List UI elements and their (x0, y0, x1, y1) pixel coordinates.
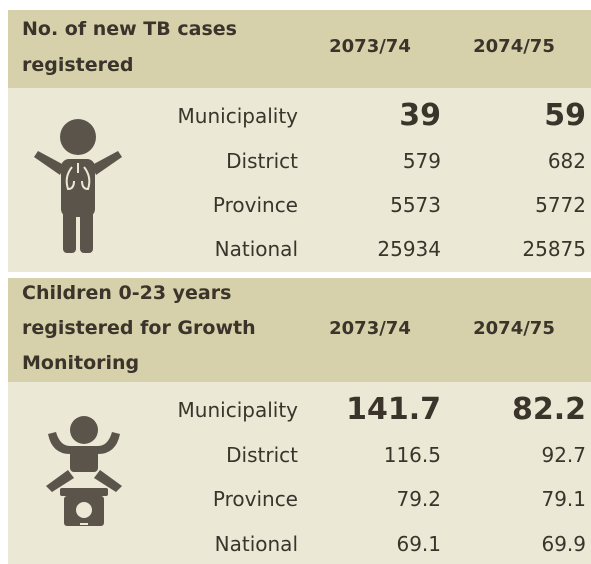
growth-icon (46, 416, 122, 526)
row-label: Province (212, 193, 298, 217)
column-header: 2073/74 (329, 36, 411, 57)
header-band (8, 278, 591, 382)
value: 5772 (535, 193, 586, 217)
value: 59 (544, 98, 586, 133)
row-label: Municipality (177, 398, 298, 422)
value: 25875 (522, 237, 586, 261)
value: 39 (399, 98, 441, 133)
row-label: District (226, 443, 298, 467)
value: 579 (402, 149, 441, 173)
row-label: District (226, 149, 298, 173)
value: 69.9 (541, 532, 586, 556)
section-title: Children 0-23 years (22, 282, 232, 304)
value: 682 (547, 149, 586, 173)
column-header: 2073/74 (329, 318, 411, 339)
header-band (8, 10, 591, 88)
row-label: National (214, 237, 298, 261)
value: 116.5 (383, 443, 441, 467)
column-header: 2074/75 (473, 36, 555, 57)
column-header: 2074/75 (473, 318, 555, 339)
body-band (8, 382, 591, 564)
row-label: Province (212, 487, 298, 511)
value: 5573 (390, 193, 441, 217)
row-label: National (214, 532, 298, 556)
value: 69.1 (396, 532, 441, 556)
section-title: registered for Growth (22, 317, 256, 339)
row-label: Municipality (177, 104, 298, 128)
value: 25934 (377, 237, 441, 261)
value: 141.7 (346, 392, 441, 427)
section-title: registered (22, 54, 134, 76)
value: 82.2 (511, 392, 586, 427)
body-band (8, 88, 591, 272)
value: 79.2 (396, 487, 441, 511)
section-title: Monitoring (22, 352, 140, 374)
tb-icon (34, 119, 122, 253)
section-title: No. of new TB cases (22, 18, 237, 40)
value: 79.1 (541, 487, 586, 511)
value: 92.7 (541, 443, 586, 467)
